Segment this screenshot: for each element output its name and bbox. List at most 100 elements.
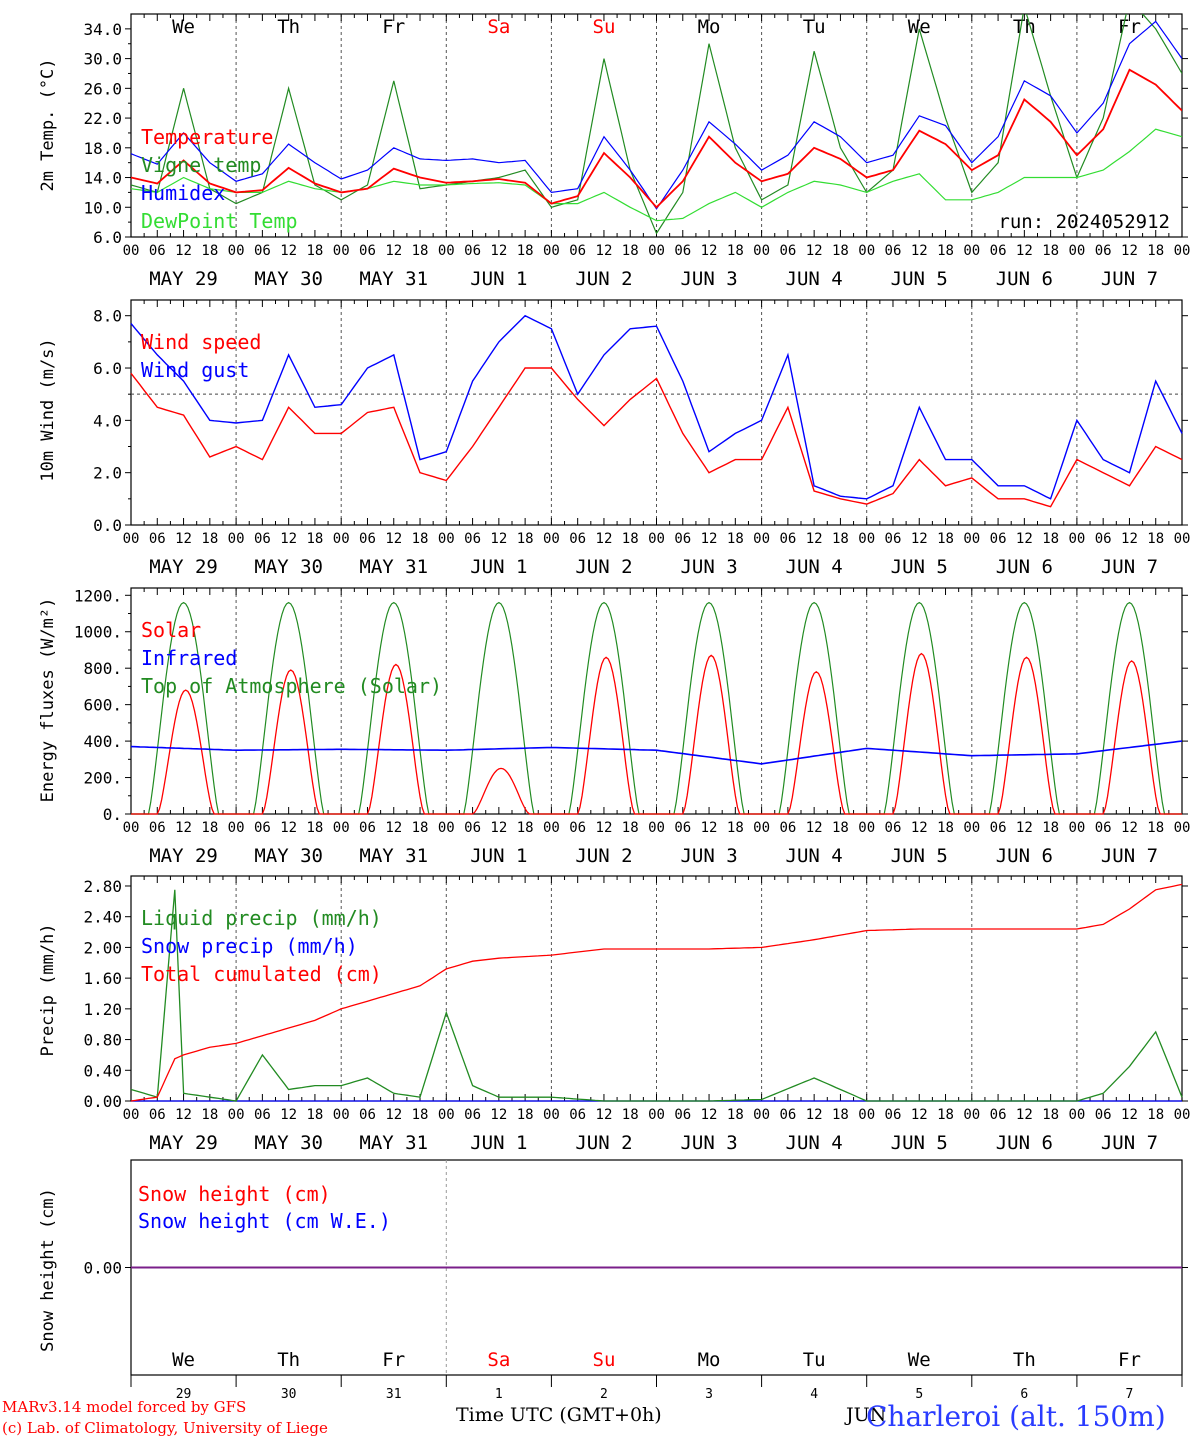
y-tick-label: 14.0 [83,169,122,188]
hour-label: 18 [622,820,639,836]
date-label: JUN 1 [470,1132,527,1154]
hour-label: 06 [885,1107,902,1123]
hour-label: 06 [254,820,271,836]
hour-label: 00 [543,531,560,547]
hour-label: 12 [385,531,402,547]
series-line-total-cumulated-cm- [130,883,1183,1102]
y-tick-label: 1.60 [83,969,122,988]
hour-label: 18 [832,1107,849,1123]
y-tick-label: 0.00 [83,1092,122,1111]
hour-label: 00 [123,820,140,836]
hour-label: 12 [175,1107,192,1123]
date-label: JUN 6 [996,1132,1053,1154]
hour-label: 18 [306,243,323,259]
hour-label: 00 [1174,243,1191,259]
date-label: JUN 4 [786,845,843,867]
y-tick-label: 600. [83,696,122,715]
date-label: MAY 30 [254,268,323,290]
y-tick-label: 200. [83,769,122,788]
lab-credit: (c) Lab. of Climatology, University of L… [2,1419,328,1437]
hour-label: 00 [333,531,350,547]
hour-label: 18 [622,1107,639,1123]
y-axis-title: Snow height (cm) [38,1188,58,1352]
hour-label: 06 [254,1107,271,1123]
date-label: JUN 1 [470,556,527,578]
hour-label: 06 [779,1107,796,1123]
day-name-bottom: We [172,1349,195,1371]
date-label: MAY 31 [359,1132,428,1154]
hour-label: 00 [963,243,980,259]
series-line-liquid-precip-mm-h- [130,889,1183,1102]
hour-label: 18 [832,243,849,259]
hour-label: 12 [385,1107,402,1123]
hour-label: 00 [438,243,455,259]
hour-label: 00 [333,243,350,259]
hour-label: 00 [858,820,875,836]
hour-label: 12 [806,243,823,259]
hour-label: 12 [806,820,823,836]
legend-entry: Humidex [141,181,225,205]
date-label: JUN 4 [786,268,843,290]
hour-label: 18 [937,243,954,259]
day-number: 7 [1126,1387,1134,1402]
hour-label: 06 [885,243,902,259]
hour-label: 06 [149,531,166,547]
day-name-top: Mo [698,16,721,38]
hour-label: 00 [123,243,140,259]
y-tick-label: 6.0 [93,228,122,247]
hour-label: 06 [569,531,586,547]
day-name-top: Su [593,16,616,38]
date-label: JUN 3 [680,1132,737,1154]
hour-label: 06 [779,243,796,259]
date-label: JUN 3 [680,268,737,290]
hour-label: 06 [464,531,481,547]
hour-label: 12 [701,1107,718,1123]
hour-label: 12 [911,1107,928,1123]
hour-label: 18 [727,1107,744,1123]
hour-label: 06 [674,243,691,259]
hour-label: 12 [911,820,928,836]
hour-label: 12 [280,1107,297,1123]
date-label: MAY 29 [149,268,218,290]
y-tick-label: 2.00 [83,938,122,957]
date-label: MAY 30 [254,1132,323,1154]
day-name-bottom: Su [593,1349,616,1371]
day-name-bottom: Sa [487,1349,510,1371]
hour-label: 00 [1068,820,1085,836]
y-tick-label: 34.0 [83,20,122,39]
hour-label: 12 [1121,820,1138,836]
hour-label: 06 [254,243,271,259]
hour-label: 00 [1068,1107,1085,1123]
hour-label: 06 [1095,531,1112,547]
hour-label: 18 [517,243,534,259]
series-line-solar [131,652,1182,815]
date-label: JUN 4 [786,1132,843,1154]
y-tick-label: 400. [83,732,122,751]
hour-label: 06 [359,1107,376,1123]
legend-entry: Wind gust [141,358,249,382]
y-axis-title: 2m Temp. (°C) [38,58,58,191]
hour-label: 06 [1095,1107,1112,1123]
legend-entry: Snow height (cm) [138,1182,331,1206]
hour-label: 06 [464,243,481,259]
hour-label: 06 [149,243,166,259]
y-tick-label: 10.0 [83,198,122,217]
date-label: JUN 2 [575,845,632,867]
hour-label: 18 [517,1107,534,1123]
date-label: JUN 1 [470,268,527,290]
day-number: 29 [176,1387,192,1402]
day-name-top: Th [277,16,300,38]
hour-label: 12 [1121,531,1138,547]
hour-label: 06 [149,1107,166,1123]
hour-label: 12 [385,820,402,836]
hour-label: 18 [1147,531,1164,547]
y-axis-title: Energy fluxes (W/m²) [38,598,58,803]
hour-label: 18 [517,531,534,547]
hour-label: 00 [228,243,245,259]
hour-label: 18 [1042,243,1059,259]
hour-label: 12 [175,243,192,259]
hour-label: 12 [596,820,613,836]
day-name-top: Tu [803,16,826,38]
hour-label: 18 [1147,820,1164,836]
hour-label: 00 [858,531,875,547]
